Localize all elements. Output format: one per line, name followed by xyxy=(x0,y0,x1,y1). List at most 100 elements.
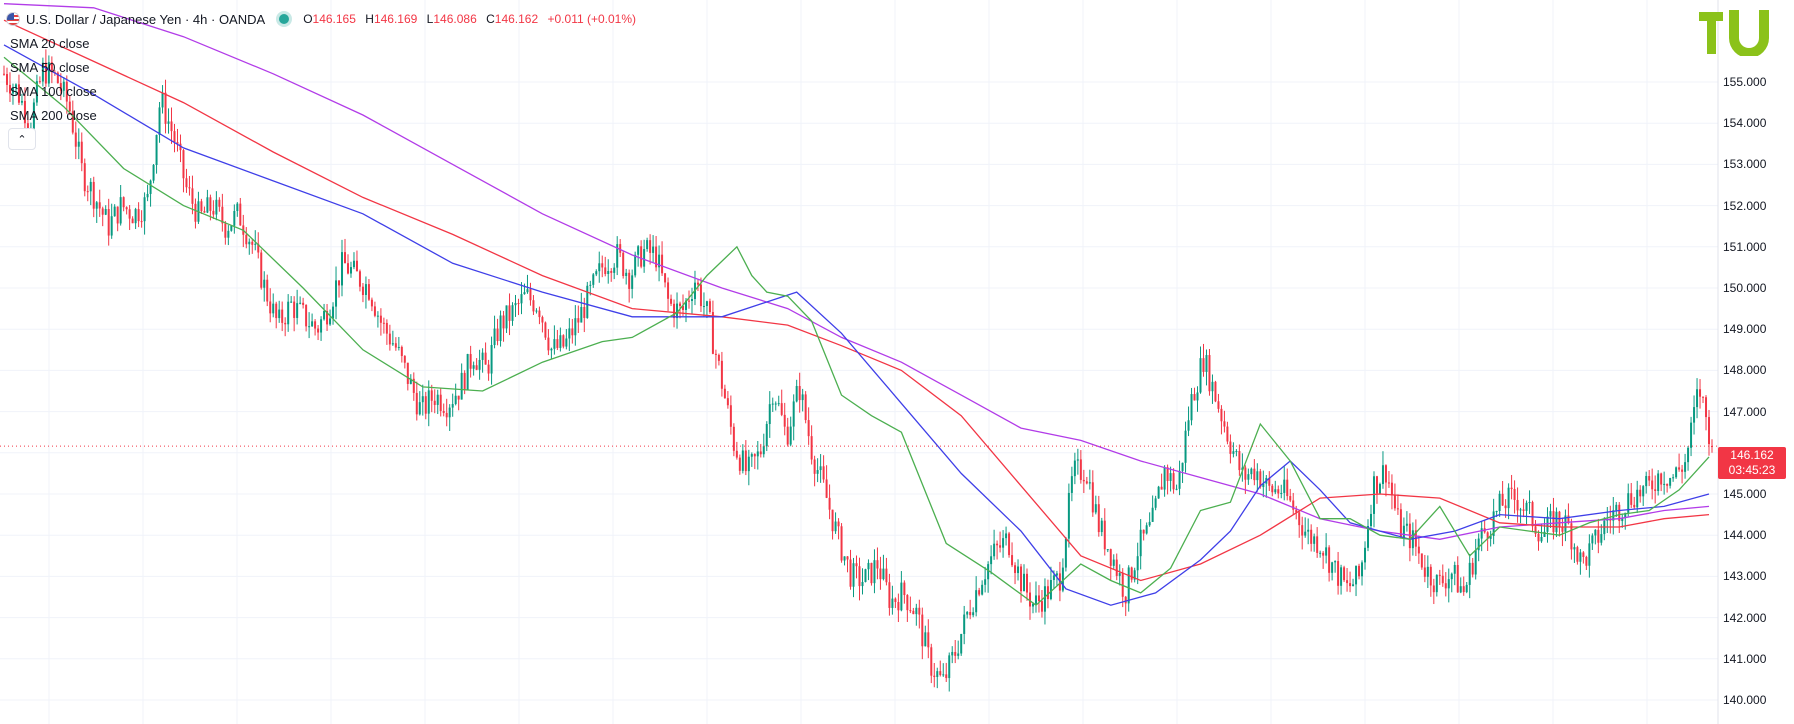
candle-body xyxy=(161,92,164,108)
candle-body xyxy=(652,246,655,253)
candle-body xyxy=(1082,479,1085,482)
candle-body xyxy=(224,223,227,238)
candle-body xyxy=(1106,549,1109,551)
legend-sma20[interactable]: SMA 20 close xyxy=(10,36,90,51)
candle-body xyxy=(1489,535,1492,539)
price-tick-label: 149.000 xyxy=(1723,322,1767,337)
candle-body xyxy=(1387,482,1390,484)
candle-body xyxy=(1579,552,1582,562)
candle-body xyxy=(1567,515,1570,524)
candle-body xyxy=(218,199,221,207)
candle-body xyxy=(1507,487,1510,509)
candle-body xyxy=(1130,567,1133,580)
sma-200-line xyxy=(3,3,1710,540)
price-tick-label: 155.000 xyxy=(1723,75,1767,89)
candle-body xyxy=(134,209,137,224)
candle-body xyxy=(149,180,152,194)
candle-body xyxy=(891,598,894,608)
candle-body xyxy=(1399,509,1402,538)
candle-body xyxy=(1043,586,1046,612)
candle-body xyxy=(179,143,182,151)
candle-body xyxy=(699,284,702,307)
candle-body xyxy=(1696,389,1699,408)
candle-body xyxy=(1028,592,1031,607)
candle-body xyxy=(1486,532,1489,539)
candle-body xyxy=(1217,401,1220,409)
candle-body xyxy=(143,197,146,222)
candle-body xyxy=(687,300,690,302)
legend-sma50[interactable]: SMA 50 close xyxy=(10,60,90,75)
price-tick-label: 153.000 xyxy=(1723,157,1767,172)
candle-body xyxy=(1471,562,1474,575)
candle-body xyxy=(771,403,774,405)
candle-body xyxy=(822,466,825,480)
candle-body xyxy=(236,203,239,212)
candle-body xyxy=(676,303,679,319)
legend-sma200[interactable]: SMA 200 close xyxy=(10,108,97,123)
candle-body xyxy=(1681,469,1684,472)
candle-body xyxy=(1513,489,1516,500)
candle-body xyxy=(349,267,352,274)
candle-body xyxy=(1295,509,1298,513)
candle-body xyxy=(942,674,945,676)
candle-body xyxy=(302,302,305,305)
candle-body xyxy=(3,73,5,75)
candle-body xyxy=(1346,580,1349,584)
candle-body xyxy=(711,312,714,354)
candle-body xyxy=(1534,526,1537,534)
candle-body xyxy=(170,121,173,132)
symbol-title[interactable]: U.S. Dollar / Japanese Yen · 4h · OANDA xyxy=(26,11,266,27)
candle-body xyxy=(1564,515,1567,532)
candle-body xyxy=(263,279,266,288)
high-label: H xyxy=(365,12,374,26)
open-value: 146.165 xyxy=(312,12,356,26)
candle-body xyxy=(385,322,388,334)
candle-body xyxy=(984,579,987,585)
candle-body xyxy=(909,610,912,612)
candle-body xyxy=(1205,355,1208,372)
candle-body xyxy=(1253,468,1256,481)
candle-body xyxy=(266,279,269,302)
sma-100-line xyxy=(3,19,1710,582)
candle-body xyxy=(472,365,475,369)
candle-body xyxy=(74,132,77,147)
candle-body xyxy=(188,187,191,189)
candle-body xyxy=(753,454,756,457)
candle-body xyxy=(1235,450,1238,452)
candle-body xyxy=(726,398,729,406)
candle-body xyxy=(299,302,302,304)
candle-body xyxy=(77,141,80,147)
candle-body xyxy=(538,310,541,318)
candle-body xyxy=(1202,358,1205,372)
candle-body xyxy=(1369,513,1372,527)
candle-body xyxy=(1211,381,1214,392)
candle-body xyxy=(1364,547,1367,563)
candle-body xyxy=(846,556,849,560)
candle-body xyxy=(1468,562,1471,585)
close-value: 146.162 xyxy=(494,12,539,26)
candle-body xyxy=(269,301,272,314)
candle-body xyxy=(610,271,613,273)
candle-body xyxy=(439,394,442,411)
candle-body xyxy=(957,653,960,656)
candle-body xyxy=(514,303,517,306)
candle-body xyxy=(272,303,275,314)
candle-body xyxy=(1522,509,1525,511)
candle-body xyxy=(158,107,161,135)
candle-body xyxy=(1340,567,1343,586)
candle-body xyxy=(918,607,921,615)
candle-body xyxy=(1046,586,1049,600)
candle-body xyxy=(643,249,646,267)
candle-body xyxy=(532,300,535,312)
candle-body xyxy=(493,328,496,346)
candle-body xyxy=(1672,477,1675,479)
candle-body xyxy=(83,163,86,192)
candle-body xyxy=(308,326,311,328)
candle-body xyxy=(1331,562,1334,573)
legend-sma100[interactable]: SMA 100 close xyxy=(10,84,97,99)
candle-body xyxy=(293,301,296,318)
candle-body xyxy=(858,566,861,587)
collapse-legend-button[interactable]: ⌃ xyxy=(8,128,36,150)
candle-body xyxy=(559,335,562,348)
